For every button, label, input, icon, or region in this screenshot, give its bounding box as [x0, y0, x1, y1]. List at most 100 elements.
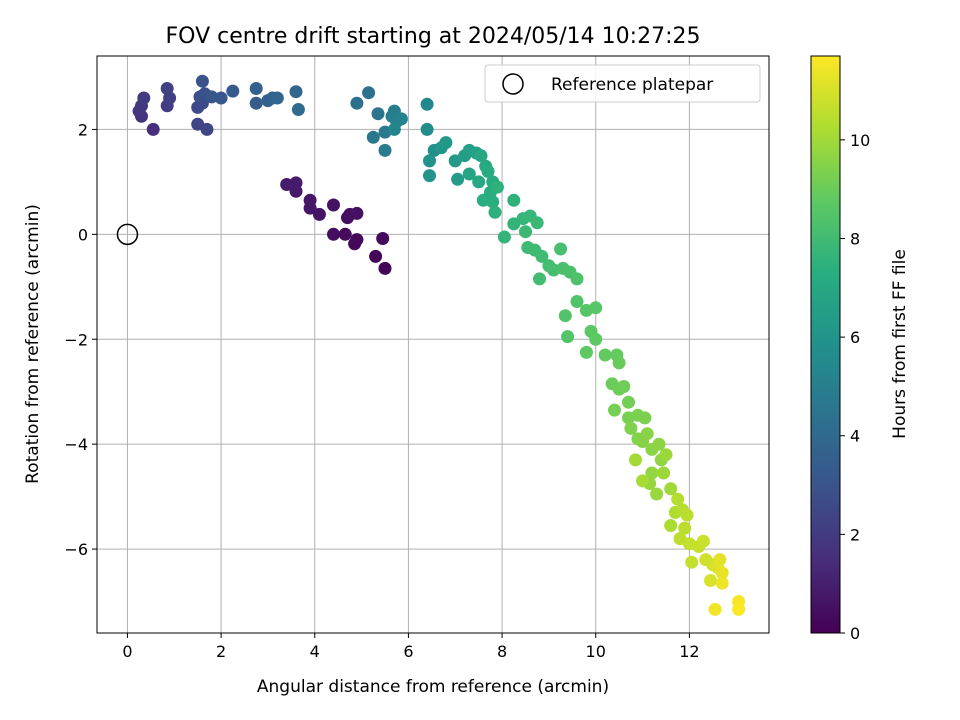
x-tick-label: 0 [122, 642, 132, 661]
data-point [420, 97, 434, 111]
data-point [343, 207, 357, 221]
data-point [439, 136, 453, 150]
data-point [420, 122, 434, 136]
data-point [289, 85, 303, 99]
data-point [713, 553, 727, 567]
data-point [640, 427, 654, 441]
data-point [312, 207, 326, 221]
data-point [423, 169, 436, 183]
data-point [462, 167, 476, 181]
data-point [732, 602, 746, 616]
data-point [598, 348, 612, 362]
colorbar-tick-label: 10 [850, 131, 870, 150]
data-point [612, 356, 626, 370]
data-point [579, 345, 593, 359]
data-point [519, 225, 532, 239]
legend-entry-label: Reference platepar [551, 75, 713, 95]
data-point [387, 122, 401, 136]
colorbar-tick-label: 8 [850, 229, 860, 248]
data-point [205, 90, 219, 104]
data-point [376, 232, 390, 245]
data-point [664, 519, 678, 532]
data-point [200, 122, 214, 136]
data-point [378, 261, 392, 275]
y-axis-label: Rotation from reference (arcmin) [23, 204, 43, 484]
data-point [474, 149, 488, 163]
data-point [608, 403, 621, 417]
data-point [327, 198, 340, 212]
data-point [715, 576, 729, 590]
legend-box [484, 64, 761, 103]
data-point [645, 466, 659, 480]
colorbar: 0 2 4 6 8 10 Hours from first FF file [810, 55, 910, 643]
data-point [137, 91, 151, 105]
data-point [350, 233, 364, 247]
data-point [570, 295, 584, 308]
data-point [291, 103, 305, 116]
x-tick-label: 12 [679, 642, 699, 661]
data-point [195, 74, 209, 88]
data-point [624, 421, 638, 435]
data-point [685, 555, 699, 569]
data-point [366, 130, 380, 144]
x-axis-ticks: 0 2 4 6 8 10 12 [122, 633, 700, 661]
data-point [451, 172, 465, 186]
data-point [650, 487, 664, 501]
data-point [664, 482, 678, 496]
x-tick-label: 4 [310, 642, 320, 661]
data-point [657, 466, 671, 480]
data-point [486, 195, 500, 209]
data-point [371, 107, 385, 121]
x-tick-label: 8 [497, 642, 507, 661]
data-point [146, 122, 160, 136]
data-point [636, 474, 650, 488]
data-points [132, 74, 746, 616]
x-axis-label: Angular distance from reference (arcmin) [257, 677, 609, 697]
plot-frame [96, 55, 770, 634]
y-axis-ticks: −6 −4 −2 0 2 [64, 120, 97, 559]
data-point [369, 249, 383, 263]
data-point [378, 143, 392, 157]
x-tick-label: 10 [586, 642, 606, 661]
colorbar-label: Hours from first FF file [890, 249, 910, 439]
data-point [160, 82, 174, 95]
colorbar-gradient [810, 55, 841, 634]
colorbar-tick-label: 2 [850, 525, 860, 544]
data-point [507, 193, 521, 207]
data-point [270, 91, 284, 105]
data-point [558, 309, 572, 323]
data-point [622, 395, 635, 409]
colorbar-tick-label: 4 [850, 427, 860, 446]
legend: Reference platepar [484, 64, 761, 103]
chart-title: FOV centre drift starting at 2024/05/14 … [166, 24, 701, 49]
data-point [533, 272, 546, 286]
data-point [638, 411, 652, 425]
y-tick-label: −4 [64, 435, 88, 454]
colorbar-tick-label: 0 [850, 624, 860, 643]
data-point [561, 330, 575, 344]
legend-marker-icon [502, 73, 524, 95]
data-point [554, 242, 568, 256]
data-point [589, 332, 603, 346]
x-tick-label: 2 [216, 642, 226, 661]
data-point [680, 508, 694, 522]
data-point [350, 96, 364, 110]
data-point [704, 574, 717, 587]
x-tick-label: 6 [403, 642, 413, 661]
data-point [338, 227, 352, 241]
data-point [659, 448, 673, 462]
data-point [535, 249, 549, 263]
y-tick-label: 2 [78, 120, 88, 139]
data-point [423, 154, 436, 168]
data-point [652, 437, 666, 451]
data-point [488, 205, 502, 219]
data-point [678, 521, 692, 535]
colorbar-tick-label: 6 [850, 328, 860, 347]
data-point [394, 112, 408, 126]
data-point [249, 82, 263, 95]
data-point [715, 566, 729, 580]
data-point [226, 84, 240, 98]
data-point [362, 86, 376, 100]
data-point [589, 301, 603, 315]
